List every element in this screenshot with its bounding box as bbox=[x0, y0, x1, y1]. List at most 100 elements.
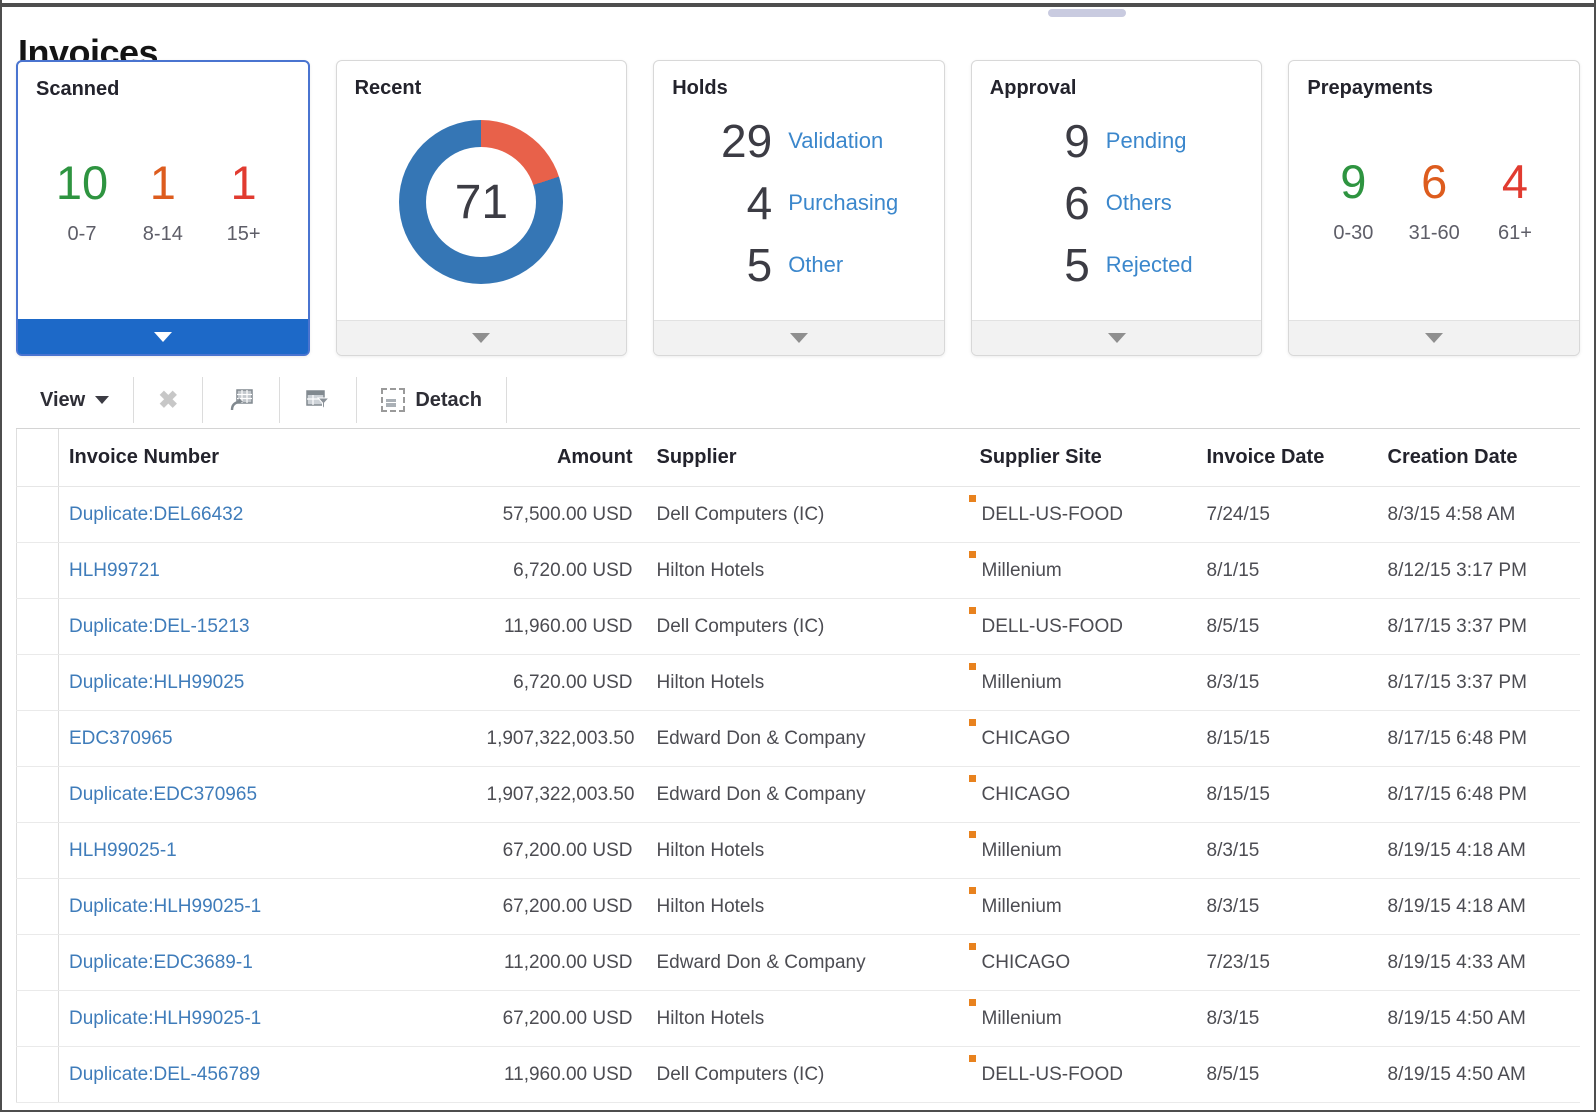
query-by-example-button[interactable] bbox=[280, 372, 356, 428]
prepayments-flip-button[interactable] bbox=[1289, 320, 1579, 355]
approval-pending-link[interactable]: Pending bbox=[1105, 128, 1187, 153]
amount-cell: 57,500.00 USD bbox=[478, 486, 641, 543]
supplier-cell: Hilton Hotels bbox=[640, 654, 964, 711]
invoices-table: Invoice Number Amount Supplier Supplier … bbox=[16, 428, 1580, 1110]
amount-cell: 6,720.00 USD bbox=[478, 542, 641, 599]
supplier-cell: Hilton Hotels bbox=[640, 542, 964, 599]
invoice-table-row[interactable]: Duplicate:HLH99025 6,720.00 USD Hilton H… bbox=[16, 654, 1580, 711]
invoice-date-cell: 8/5/15 bbox=[1190, 1046, 1372, 1103]
supplier-cell: Edward Don & Company bbox=[640, 766, 964, 823]
infotile-bar: Scanned 10 0-7 1 8-14 1 15+ Recent 71 bbox=[16, 60, 1580, 356]
amount-cell: 6,720.00 USD bbox=[478, 654, 641, 711]
column-header-invoice-number[interactable]: Invoice Number bbox=[58, 429, 479, 487]
detach-button[interactable]: Detach bbox=[357, 372, 506, 428]
invoice-number-link[interactable]: Duplicate:HLH99025 bbox=[69, 671, 245, 693]
creation-date-cell: 8/17/15 3:37 PM bbox=[1371, 654, 1580, 711]
scanned-bucket-0-7: 10 0-7 bbox=[54, 155, 110, 246]
prepayments-range-31-60: 31-60 bbox=[1408, 222, 1460, 244]
view-menu-caret-icon bbox=[95, 396, 110, 404]
invoice-number-link[interactable]: Duplicate:DEL-15213 bbox=[69, 615, 250, 637]
holds-validation-count: 29 bbox=[721, 115, 773, 167]
row-selector-cell[interactable] bbox=[16, 542, 59, 599]
invoice-number-link[interactable]: EDC370965 bbox=[69, 727, 173, 749]
invoice-table-row[interactable]: Duplicate:EDC3689-1 11,200.00 USD Edward… bbox=[16, 934, 1580, 991]
toolbar-separator bbox=[202, 377, 204, 423]
approval-others-link[interactable]: Others bbox=[1105, 190, 1172, 215]
supplier-cell: Edward Don & Company bbox=[640, 934, 964, 991]
changed-cell-marker-icon bbox=[968, 551, 976, 558]
holds-purchasing-link[interactable]: Purchasing bbox=[788, 190, 899, 215]
row-selector-cell[interactable] bbox=[16, 766, 59, 823]
row-selector-cell[interactable] bbox=[16, 990, 59, 1047]
changed-cell-marker-icon bbox=[968, 831, 976, 838]
column-header-creation-date[interactable]: Creation Date bbox=[1371, 429, 1580, 487]
row-selector-cell[interactable] bbox=[16, 878, 59, 935]
invoice-table-row[interactable]: Duplicate:DEL-456789 11,960.00 USD Dell … bbox=[16, 1046, 1580, 1103]
export-button[interactable] bbox=[203, 372, 279, 428]
holds-other-link[interactable]: Other bbox=[788, 252, 844, 277]
invoice-table-row[interactable]: Duplicate:HLH99025-1 67,200.00 USD Hilto… bbox=[16, 878, 1580, 935]
supplier-site-cell: DELL-US-FOOD bbox=[963, 598, 1191, 655]
invoice-table-row[interactable]: HLH99721 6,720.00 USD Hilton Hotels Mill… bbox=[16, 542, 1580, 599]
invoice-table-row[interactable]: HLH99025-1 67,200.00 USD Hilton Hotels M… bbox=[16, 822, 1580, 879]
invoice-table-row[interactable]: Duplicate:DEL-15213 11,960.00 USD Dell C… bbox=[16, 598, 1580, 655]
infotile-prepayments[interactable]: Prepayments 9 0-30 6 31-60 4 61+ bbox=[1288, 60, 1580, 356]
holds-validation-link[interactable]: Validation bbox=[788, 128, 884, 153]
invoice-date-cell: 7/23/15 bbox=[1190, 934, 1372, 991]
infotile-holds[interactable]: Holds 29 Validation 4 Purchasing 5 Other bbox=[653, 60, 945, 356]
scrollbar-thumb[interactable] bbox=[1048, 9, 1126, 17]
invoice-table-row[interactable]: Duplicate:EDC370965 1,907,322,003.50 USD… bbox=[16, 766, 1580, 823]
row-selector-cell[interactable] bbox=[16, 710, 59, 767]
view-menu-button[interactable]: View bbox=[16, 372, 133, 428]
infotile-approval[interactable]: Approval 9 Pending 6 Others 5 Rejected bbox=[970, 60, 1263, 356]
detach-icon bbox=[381, 388, 406, 412]
column-header-invoice-date[interactable]: Invoice Date bbox=[1190, 429, 1372, 487]
supplier-site-cell: Millenium bbox=[963, 990, 1191, 1047]
prepayments-range-0-30: 0-30 bbox=[1333, 222, 1374, 244]
row-selector-cell[interactable] bbox=[16, 934, 59, 991]
row-selector-cell[interactable] bbox=[16, 598, 59, 655]
row-selector-cell[interactable] bbox=[16, 654, 59, 711]
amount-cell: 11,960.00 USD bbox=[478, 1046, 641, 1103]
invoice-number-link[interactable]: Duplicate:HLH99025-1 bbox=[69, 1007, 262, 1029]
invoice-table-body: Duplicate:DEL66432 57,500.00 USD Dell Co… bbox=[16, 486, 1580, 1103]
row-selector-header[interactable] bbox=[16, 429, 59, 487]
delete-button-disabled[interactable]: ✖ bbox=[134, 372, 202, 428]
column-header-supplier[interactable]: Supplier bbox=[640, 429, 964, 487]
invoice-number-link[interactable]: Duplicate:EDC370965 bbox=[69, 783, 258, 805]
scanned-buckets: 10 0-7 1 8-14 1 15+ bbox=[18, 155, 308, 246]
approval-rejected-count: 5 bbox=[1064, 239, 1090, 291]
invoice-table-row[interactable]: Duplicate:HLH99025-1 67,200.00 USD Hilto… bbox=[16, 990, 1580, 1047]
row-selector-cell[interactable] bbox=[16, 486, 59, 543]
query-by-example-icon bbox=[306, 390, 331, 411]
recent-flip-button[interactable] bbox=[336, 320, 627, 355]
chevron-down-icon bbox=[153, 332, 172, 342]
changed-cell-marker-icon bbox=[968, 775, 976, 782]
column-header-supplier-site[interactable]: Supplier Site bbox=[963, 429, 1191, 487]
invoice-number-link[interactable]: HLH99025-1 bbox=[69, 839, 177, 861]
infotile-scanned[interactable]: Scanned 10 0-7 1 8-14 1 15+ bbox=[16, 60, 310, 356]
row-selector-cell[interactable] bbox=[16, 822, 59, 879]
supplier-site-cell: Millenium bbox=[963, 878, 1191, 935]
holds-validation-row: 29 Validation bbox=[654, 110, 944, 172]
amount-cell: 67,200.00 USD bbox=[478, 878, 641, 935]
supplier-site-cell: Millenium bbox=[963, 822, 1191, 879]
infotile-recent[interactable]: Recent 71 bbox=[335, 60, 628, 356]
row-selector-cell[interactable] bbox=[16, 1046, 59, 1103]
scanned-count-15plus: 1 bbox=[230, 156, 257, 209]
invoice-number-link[interactable]: Duplicate:HLH99025-1 bbox=[69, 895, 262, 917]
supplier-cell: Hilton Hotels bbox=[640, 990, 964, 1047]
approval-rejected-link[interactable]: Rejected bbox=[1105, 252, 1193, 277]
holds-flip-button[interactable] bbox=[654, 320, 944, 355]
invoice-table-row[interactable]: EDC370965 1,907,322,003.50 USD Edward Do… bbox=[16, 710, 1580, 767]
scanned-flip-button[interactable] bbox=[18, 319, 308, 354]
invoice-number-link[interactable]: Duplicate:DEL-456789 bbox=[69, 1063, 261, 1085]
invoice-number-link[interactable]: Duplicate:DEL66432 bbox=[69, 503, 244, 525]
approval-flip-button[interactable] bbox=[971, 320, 1262, 355]
invoice-number-link[interactable]: HLH99721 bbox=[69, 559, 160, 581]
invoice-table-row[interactable]: Duplicate:DEL66432 57,500.00 USD Dell Co… bbox=[16, 486, 1580, 543]
invoice-number-link[interactable]: Duplicate:EDC3689-1 bbox=[69, 951, 253, 973]
column-header-amount[interactable]: Amount bbox=[478, 429, 641, 487]
prepayments-count-31-60: 6 bbox=[1421, 155, 1448, 208]
scanned-bucket-15plus: 1 15+ bbox=[216, 155, 272, 246]
